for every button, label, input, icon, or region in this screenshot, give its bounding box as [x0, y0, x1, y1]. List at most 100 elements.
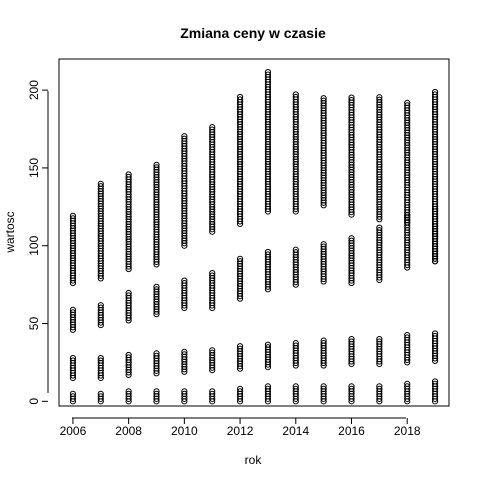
data-point: [181, 351, 188, 358]
data-point: [348, 383, 355, 390]
data-point: [264, 68, 272, 76]
data-point: [431, 378, 439, 385]
data-point: [431, 91, 439, 98]
data-point: [97, 357, 104, 364]
data-point: [264, 71, 272, 78]
y-tick-label-4: 200: [27, 80, 41, 100]
data-point: [236, 96, 244, 103]
data-point: [431, 330, 439, 337]
data-point: [181, 277, 188, 284]
x-tick-label-0: 2006: [60, 424, 87, 438]
data-point: [404, 380, 411, 388]
data-point: [404, 99, 411, 106]
data-point: [181, 388, 188, 395]
data-point: [376, 96, 383, 103]
data-point: [97, 302, 104, 309]
data-point: [236, 343, 244, 350]
data-point: [153, 286, 160, 293]
data-point: [181, 279, 188, 287]
data-point: [348, 96, 355, 104]
data-point: [209, 349, 216, 356]
data-point: [69, 393, 77, 400]
data-point: [292, 342, 299, 349]
y-axis: 0 50 100 150 200: [27, 80, 49, 405]
x-axis-label: rok: [245, 453, 263, 467]
data-point: [181, 348, 188, 355]
data-point: [404, 331, 411, 339]
data-point: [292, 246, 299, 253]
data-point: [404, 383, 411, 390]
data-point: [209, 272, 216, 279]
data-point: [125, 351, 132, 359]
data-point: [181, 390, 188, 397]
data-point: [376, 383, 383, 390]
data-point: [320, 95, 327, 102]
data-point: [236, 345, 244, 352]
data-point: [292, 340, 299, 347]
data-point: [69, 357, 77, 364]
x-tick-label-6: 2018: [394, 424, 421, 438]
data-point: [209, 270, 216, 277]
data-point: [320, 340, 327, 347]
data-point: [292, 91, 299, 98]
data-point: [376, 227, 383, 234]
data-point: [404, 102, 411, 109]
data-point: [431, 88, 439, 96]
data-point: [181, 135, 188, 142]
data-point: [264, 383, 272, 390]
data-point: [69, 309, 77, 316]
data-point: [376, 338, 383, 345]
data-point: [153, 161, 160, 168]
chart-title: Zmiana ceny w czasie: [180, 25, 326, 41]
data-point: [236, 385, 244, 392]
data-point: [153, 352, 160, 359]
data-point: [153, 388, 160, 395]
data-point: [209, 124, 216, 131]
data-point: [97, 390, 104, 397]
data-point: [125, 173, 132, 181]
data-point: [125, 390, 132, 397]
y-axis-label: wartosc: [3, 211, 17, 253]
data-point: [209, 388, 216, 395]
data-point: [264, 248, 272, 256]
data-point: [264, 385, 272, 392]
data-point: [153, 390, 160, 397]
data-point: [69, 354, 77, 362]
data-point: [97, 304, 104, 311]
data-point: [153, 350, 160, 357]
x-tick-label-4: 2014: [282, 424, 309, 438]
data-point: [181, 133, 188, 140]
x-tick-label-1: 2008: [115, 424, 142, 438]
data-point: [236, 93, 244, 101]
data-point: [292, 385, 299, 392]
data-point: [348, 94, 355, 101]
data-points: [69, 68, 439, 405]
data-point: [125, 354, 132, 361]
y-tick-label-2: 100: [27, 235, 41, 255]
data-point: [320, 243, 327, 250]
data-point: [153, 164, 160, 171]
data-point: [376, 385, 383, 392]
data-point: [292, 249, 299, 256]
x-tick-label-3: 2012: [227, 424, 254, 438]
data-point: [404, 334, 411, 341]
data-point: [209, 126, 216, 133]
data-point: [264, 341, 272, 348]
x-axis: 2006 2008 2010 2012 2014 2016 2018: [60, 417, 421, 438]
data-point: [69, 390, 77, 397]
data-point: [125, 171, 132, 178]
x-tick-label-5: 2016: [338, 424, 365, 438]
y-tick-label-1: 50: [27, 317, 41, 331]
data-point: [320, 97, 327, 104]
data-point: [320, 383, 327, 390]
data-point: [69, 215, 77, 222]
data-point: [69, 212, 77, 219]
data-point: [97, 180, 104, 187]
data-point: [97, 183, 104, 190]
data-point: [431, 332, 439, 340]
data-point: [125, 292, 132, 299]
data-point: [209, 347, 216, 354]
data-point: [153, 283, 160, 290]
y-tick-label-3: 150: [27, 158, 41, 178]
